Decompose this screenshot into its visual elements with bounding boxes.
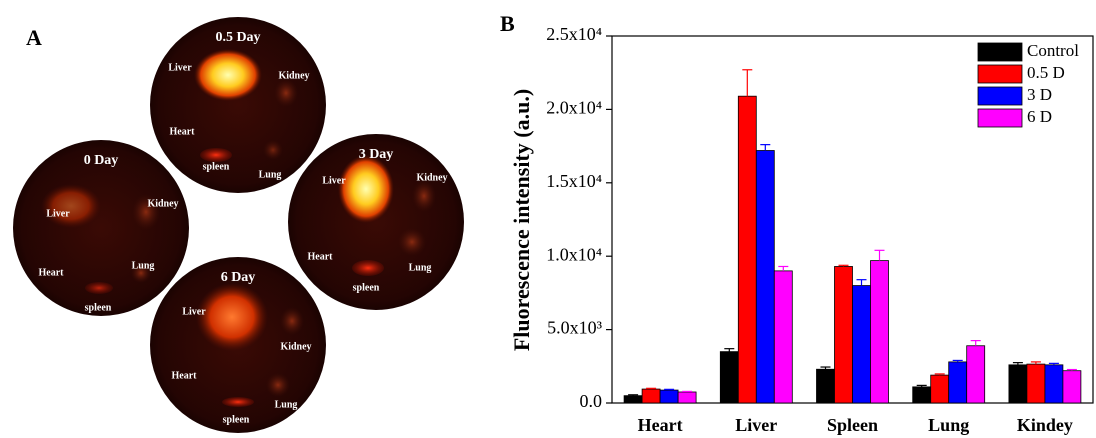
legend-swatch xyxy=(978,109,1022,127)
bar xyxy=(624,396,642,403)
organ-label: Kidney xyxy=(147,198,178,209)
image-title: 6 Day xyxy=(221,270,256,285)
legend-label: 6 D xyxy=(1027,107,1052,126)
fluorescence-glow xyxy=(263,140,283,160)
fluorescence-glow xyxy=(280,307,304,335)
fluorescence-glow xyxy=(398,228,426,256)
organ-label: spleen xyxy=(353,282,380,293)
panel-label: B xyxy=(500,11,515,36)
organ-label: spleen xyxy=(203,161,230,172)
bar xyxy=(720,352,738,403)
error-bar xyxy=(778,266,788,270)
bar xyxy=(949,362,967,403)
organ-label: Liver xyxy=(182,306,206,317)
y-tick-label: 1.5x10⁴ xyxy=(546,171,602,191)
fluorescence-glow xyxy=(200,148,232,162)
fluorescence-glow xyxy=(352,260,384,276)
error-bar xyxy=(682,391,692,392)
bar xyxy=(817,369,835,403)
y-tick-label: 0.0 xyxy=(580,391,603,411)
image-title: 0 Day xyxy=(84,153,119,168)
organ-label: Lung xyxy=(132,260,155,271)
panel-label: A xyxy=(26,25,42,50)
error-bar xyxy=(971,341,981,346)
fluorescence-glow xyxy=(222,397,254,407)
bar xyxy=(1045,365,1063,403)
x-tick-label: Lung xyxy=(928,415,969,435)
error-bar xyxy=(760,145,770,151)
organ-label: spleen xyxy=(85,302,112,313)
error-bar xyxy=(742,70,752,96)
error-bar xyxy=(875,250,885,260)
bar xyxy=(756,151,774,403)
organ-label: Heart xyxy=(39,267,65,278)
x-tick-label: Liver xyxy=(735,415,777,435)
error-bar xyxy=(857,280,867,286)
bar xyxy=(1063,371,1081,403)
bar xyxy=(871,261,889,403)
fluorescence-glow xyxy=(194,49,262,101)
fluorescence-glow xyxy=(274,79,298,107)
bar xyxy=(1009,365,1027,403)
organ-label: Lung xyxy=(409,262,432,273)
bar xyxy=(913,387,931,403)
y-axis-label: Fluorescence intensity (a.u.) xyxy=(509,89,534,351)
y-tick-label: 5.0x10³ xyxy=(547,318,603,338)
bar xyxy=(642,389,660,403)
legend-label: 0.5 D xyxy=(1027,63,1065,82)
plot: 0.0 5.0x10³ 1.0x10⁴ 1.5x10⁴ 2.0x10⁴ 2.5x10⁴ He… xyxy=(546,24,1081,435)
fluorescence-glow xyxy=(338,155,394,223)
x-tick-label: Spleen xyxy=(827,415,878,435)
bar xyxy=(678,392,696,403)
organ-label: Heart xyxy=(308,251,334,262)
organ-label: Kidney xyxy=(416,172,447,183)
y-tick-label: 2.0x10⁴ xyxy=(546,98,602,118)
bar xyxy=(835,266,853,403)
legend-swatch xyxy=(978,43,1022,61)
organ-label: Kidney xyxy=(280,341,311,352)
organ-label: Liver xyxy=(168,62,192,73)
organ-label: Kidney xyxy=(278,70,309,81)
fluorescence-glow xyxy=(196,283,268,351)
bar xyxy=(660,390,678,403)
bar xyxy=(853,286,871,403)
organ-label: spleen xyxy=(223,414,250,425)
image-title: 3 Day xyxy=(359,147,394,162)
bar xyxy=(967,346,985,403)
fluorescence-glow xyxy=(41,184,101,228)
image-title: 0.5 Day xyxy=(215,30,260,45)
figure: A B 0 Day Liver Kidney Heart Lung spleen 0.5 D… xyxy=(0,0,1096,438)
bar xyxy=(774,271,792,403)
fluorescence-glow xyxy=(266,373,290,397)
organ-label: Liver xyxy=(46,208,70,219)
legend-label: Control xyxy=(1027,41,1079,60)
fluorescence-glow xyxy=(85,282,113,294)
bar xyxy=(931,375,949,403)
image-panel: 0 Day Liver Kidney Heart Lung spleen 0.5 Day Li… xyxy=(13,17,464,433)
fluorescence-glow xyxy=(412,180,436,212)
legend-label: 3 D xyxy=(1027,85,1052,104)
organ-label: Heart xyxy=(170,126,196,137)
y-tick-label: 2.5x10⁴ xyxy=(546,24,602,44)
bar xyxy=(1027,364,1045,403)
organ-label: Lung xyxy=(259,169,282,180)
y-tick-label: 1.0x10⁴ xyxy=(546,244,602,264)
x-tick-label: Heart xyxy=(638,415,683,435)
organ-label: Lung xyxy=(275,399,298,410)
bar xyxy=(738,96,756,403)
legend-swatch xyxy=(978,65,1022,83)
organ-label: Liver xyxy=(322,175,346,186)
legend-swatch xyxy=(978,87,1022,105)
x-tick-label: Kindey xyxy=(1017,415,1073,435)
error-bar xyxy=(724,349,734,352)
organ-label: Heart xyxy=(172,370,198,381)
